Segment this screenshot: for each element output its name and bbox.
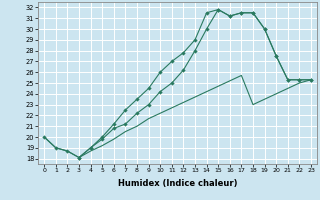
X-axis label: Humidex (Indice chaleur): Humidex (Indice chaleur) xyxy=(118,179,237,188)
